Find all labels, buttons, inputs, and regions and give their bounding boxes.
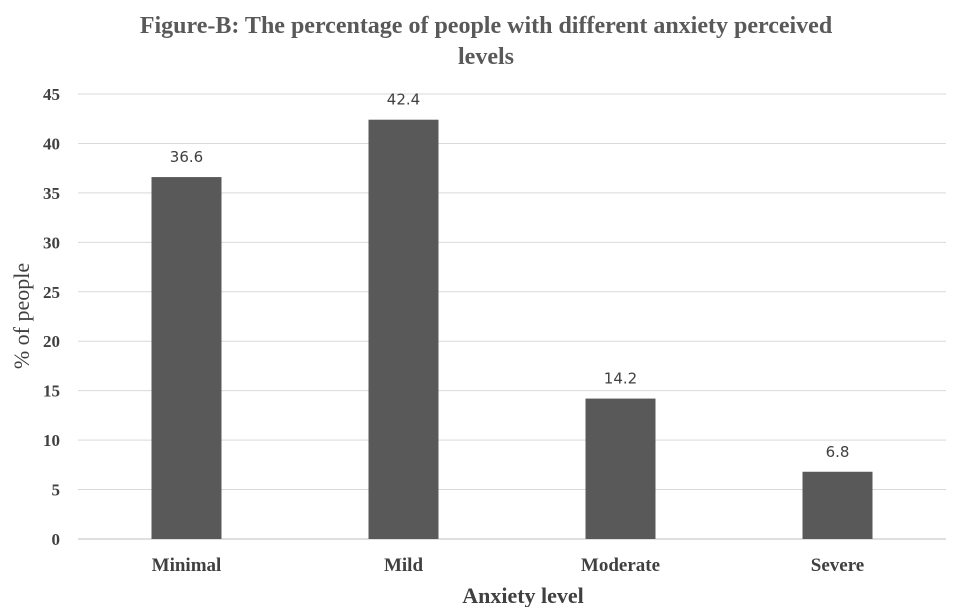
y-tick-label: 15 (43, 382, 60, 401)
category-label: Minimal (152, 555, 222, 576)
y-tick-label: 5 (52, 481, 61, 500)
y-tick-label: 0 (52, 530, 61, 549)
bar-moderate (585, 398, 656, 539)
y-axis-title: % of people (9, 263, 34, 369)
chart-title-line-2: levels (458, 44, 514, 70)
y-tick-label: 25 (43, 283, 60, 302)
data-label: 14.2 (604, 370, 637, 388)
data-labels: 36.6 42.4 14.2 6.8 (170, 91, 850, 461)
x-axis-categories: Minimal Mild Moderate Severe (152, 555, 865, 576)
y-tick-label: 35 (43, 184, 60, 203)
gridlines (78, 93, 946, 540)
bars (151, 119, 873, 540)
chart-title-line-1: Figure-B: The percentage of people with … (140, 13, 833, 39)
bar-mild (368, 119, 439, 539)
category-label: Severe (811, 555, 864, 576)
y-tick-label: 40 (43, 134, 60, 153)
bar-severe (802, 471, 873, 539)
y-tick-label: 30 (43, 233, 60, 252)
x-axis-title: Anxiety level (462, 583, 584, 607)
bar-minimal (151, 177, 222, 540)
y-axis-ticks: 0 5 10 15 20 25 30 35 40 45 (43, 85, 60, 549)
data-label: 36.6 (170, 148, 203, 166)
y-tick-label: 20 (43, 332, 60, 351)
category-label: Moderate (581, 555, 660, 576)
y-tick-label: 10 (43, 431, 60, 450)
y-tick-label: 45 (43, 85, 60, 104)
category-label: Mild (384, 555, 423, 576)
data-label: 6.8 (826, 443, 850, 461)
data-label: 42.4 (387, 91, 420, 109)
